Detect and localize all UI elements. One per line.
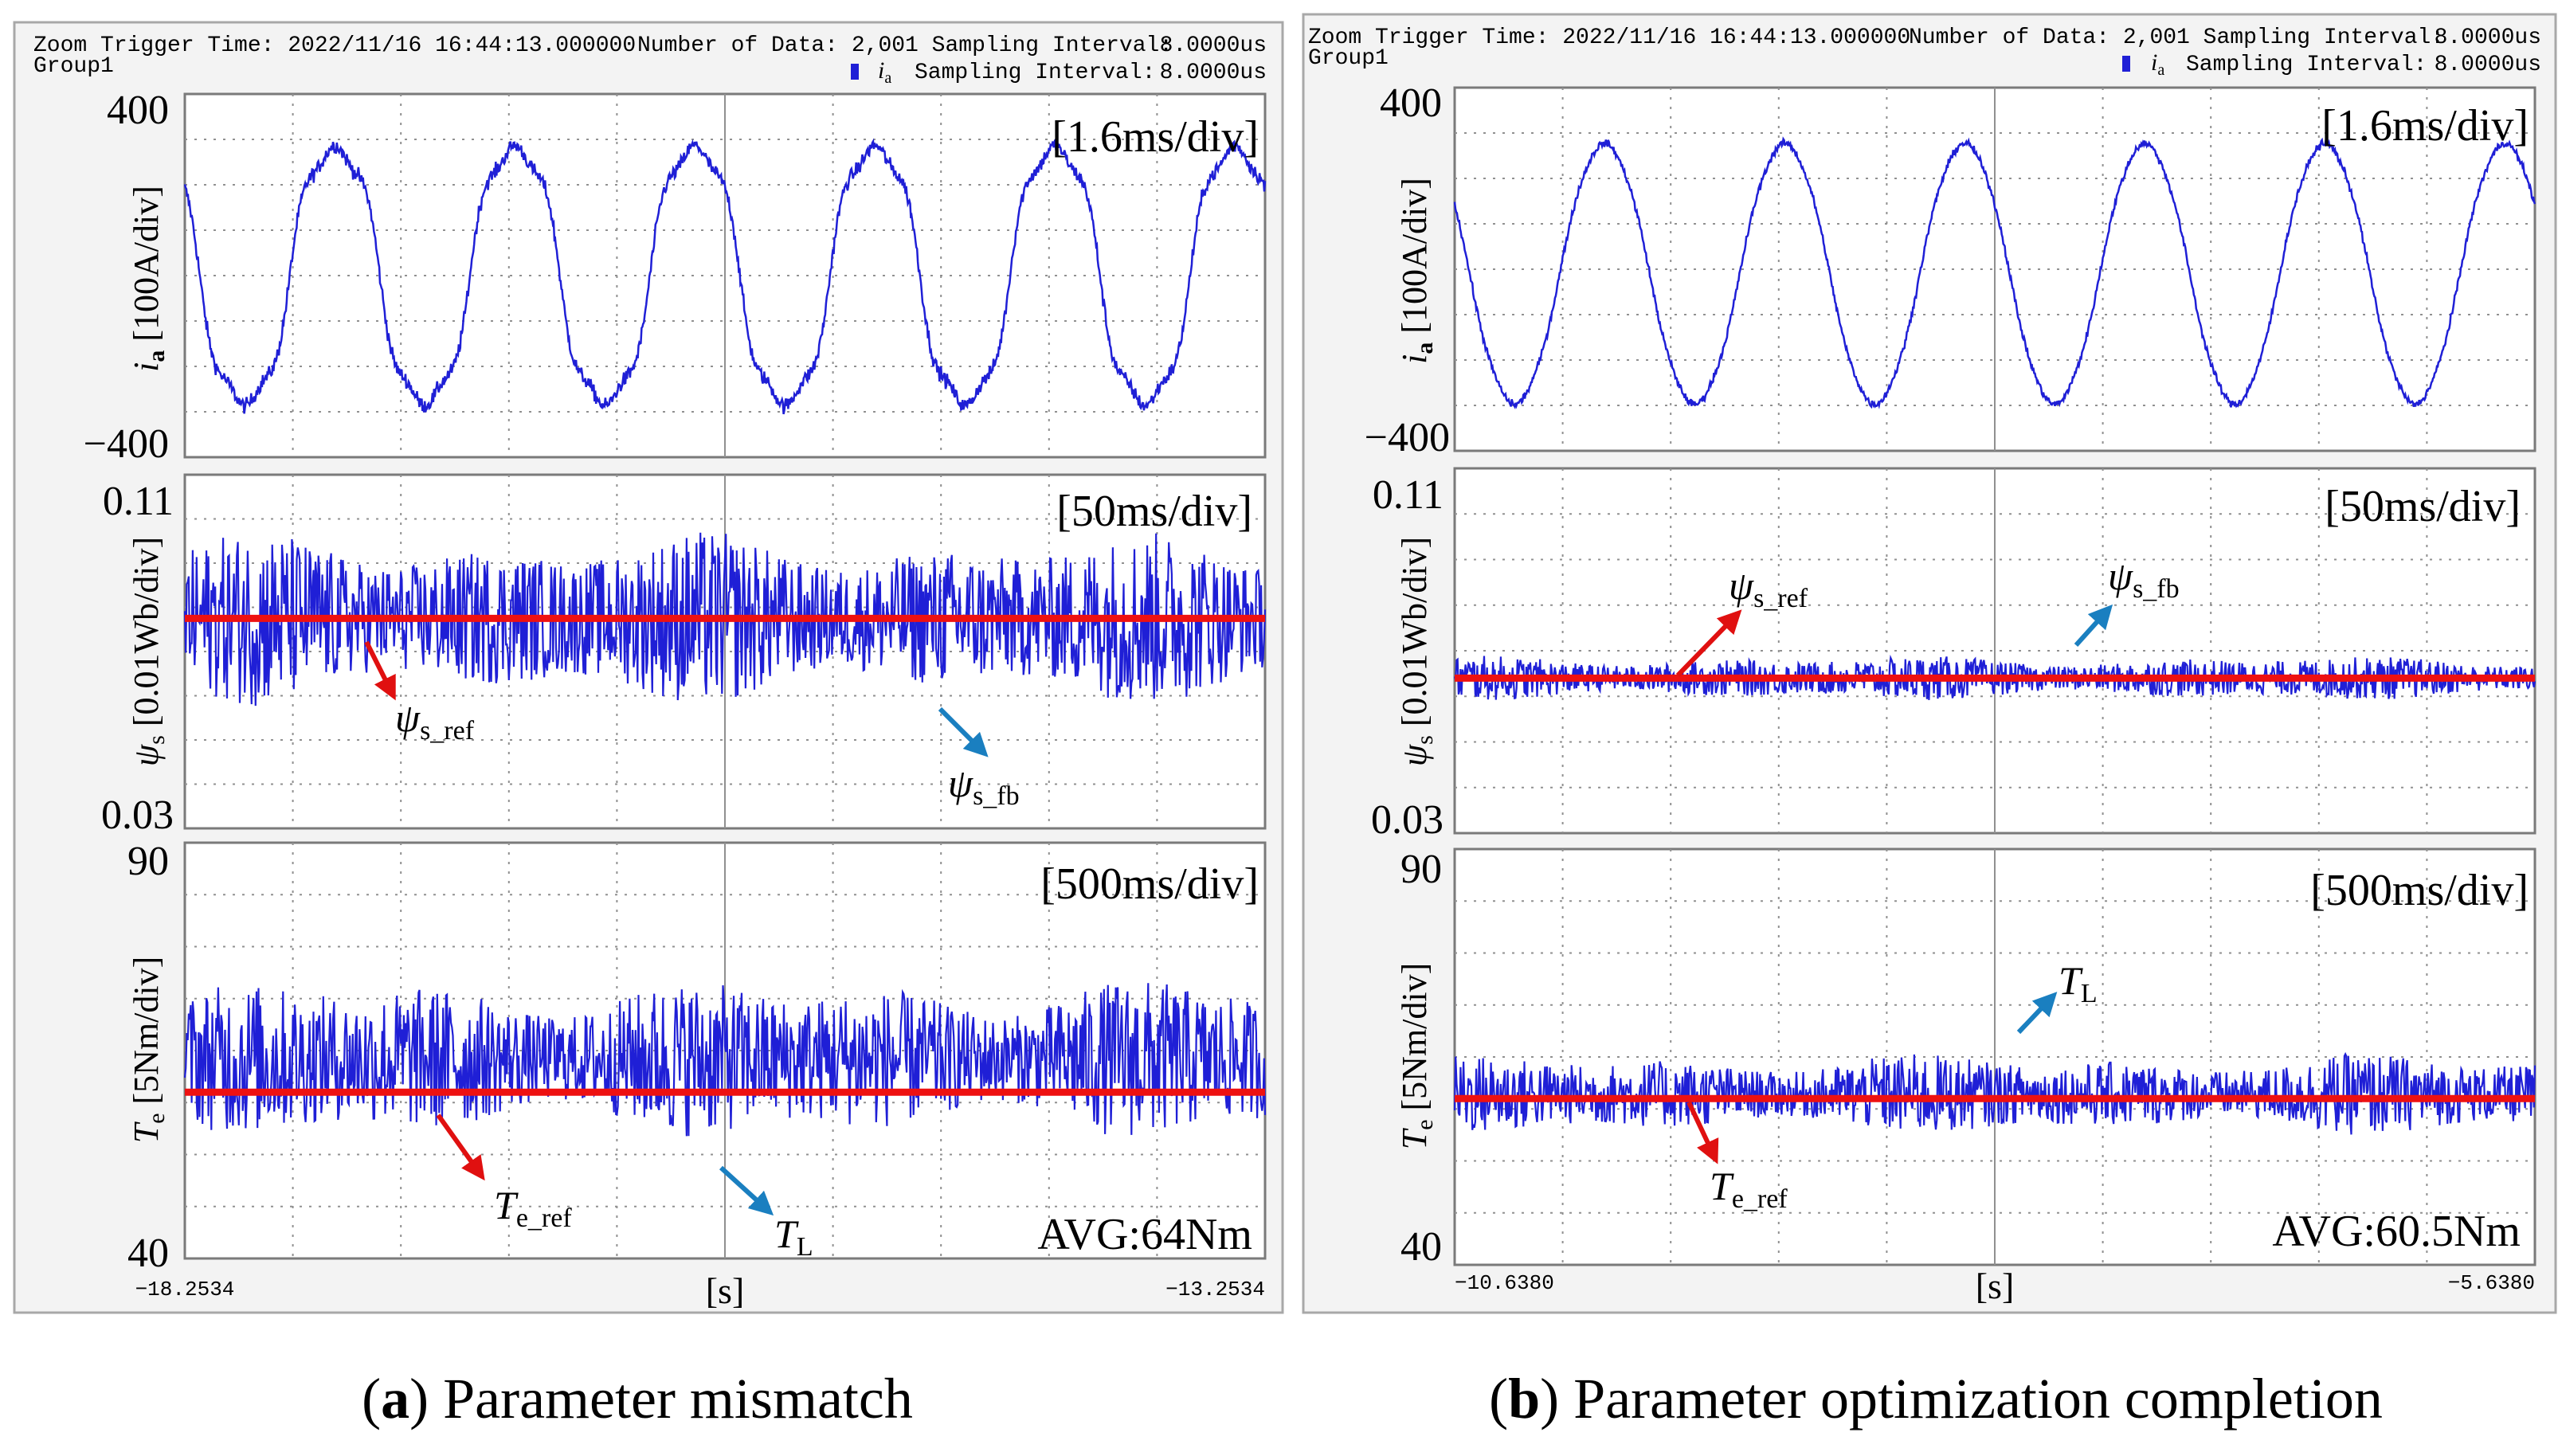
traces-torque-b	[1453, 1051, 2536, 1135]
caption-b: (b) Parameter optimization completion	[1489, 1367, 2383, 1431]
ytick-top-current-b: 400	[1380, 80, 1442, 126]
legend-swatch-b	[2122, 56, 2130, 72]
header-numdata-b: Number of Data: 2,001 Sampling Interval:	[1909, 25, 2444, 50]
avg-torque-a: AVG:64Nm	[1037, 1210, 1252, 1259]
ytick-bottom-flux-a: 0.03	[101, 793, 174, 838]
ytick-top-torque-a: 90	[127, 839, 169, 884]
annot-ref-flux-a: ψs_ref	[395, 695, 475, 746]
ytick-top-flux-b: 0.11	[1373, 472, 1444, 518]
traces-torque-a	[183, 983, 1267, 1137]
ylabel-flux-a: ψs [0.01Wb/div]	[127, 537, 170, 766]
arrow-ref-torque-b	[1686, 1101, 1719, 1164]
panel-current-b: 400 −400 ia [100A/div] [1.6ms/div]	[1365, 80, 2536, 460]
legend-swatch-a	[851, 64, 859, 80]
ytick-bottom-flux-b: 0.03	[1371, 797, 1444, 843]
legend-label-b: Sampling Interval:	[2186, 53, 2427, 77]
xlabel-a: [s]	[706, 1270, 745, 1311]
arrow-l-torque-b	[2016, 992, 2058, 1035]
header-numdata-a: Number of Data: 2,001 Sampling Interval:	[637, 33, 1173, 58]
header-trigger-b: Zoom Trigger Time: 2022/11/16 16:44:13.0…	[1308, 25, 1910, 50]
panel-torque-a: 90 40 Te [5Nm/div] [500ms/div] AVG:64Nm …	[127, 839, 1267, 1276]
grid-torque-b	[1455, 849, 2535, 1265]
panel-torque-b: 90 40 Te [5Nm/div] [500ms/div] AVG:60.5N…	[1395, 847, 2536, 1270]
ylabel-current-a: ia [100A/div]	[127, 186, 170, 372]
caption-a: (a) Parameter mismatch	[362, 1367, 913, 1431]
series-band-torque-a	[183, 983, 1267, 1137]
annot-fb-flux-b: ψs_fb	[2108, 554, 2180, 604]
traces-flux-b	[1453, 654, 2536, 700]
timebase-torque-b: [500ms/div]	[2310, 866, 2529, 915]
arrow-ref-flux-b	[1675, 609, 1742, 678]
timebase-flux-b: [50ms/div]	[2325, 482, 2521, 531]
arrow-l-torque-a	[719, 1165, 774, 1216]
header-interval-b: 8.0000us	[2435, 25, 2541, 50]
avg-torque-b: AVG:60.5Nm	[2272, 1207, 2521, 1256]
legend-interval-a: 8.0000us	[1160, 61, 1267, 85]
traces-current-b	[1453, 136, 2536, 409]
ylabel-torque-b: Te [5Nm/div]	[1395, 963, 1438, 1150]
timebase-current-a: [1.6ms/div]	[1052, 112, 1259, 162]
series-current-a	[183, 138, 1267, 415]
xtick-start-a: −18.2534	[135, 1278, 235, 1301]
ylabel-current-b: ia [100A/div]	[1395, 178, 1438, 364]
series-current-b	[1453, 136, 2536, 409]
xtick-start-b: −10.6380	[1455, 1271, 1554, 1295]
arrow-fb-flux-b	[2074, 604, 2113, 648]
legend-interval-b: 8.0000us	[2435, 53, 2541, 77]
annot-ref-flux-b: ψs_ref	[1729, 563, 1808, 613]
xtick-end-b: −5.6380	[2448, 1271, 2535, 1295]
ytick-top-flux-a: 0.11	[103, 479, 174, 524]
ylabel-torque-a: Te [5Nm/div]	[127, 957, 170, 1144]
ytick-bottom-current-b: −400	[1365, 415, 1450, 460]
annot-l-torque-a: TL	[774, 1211, 813, 1262]
xtick-end-a: −13.2534	[1165, 1278, 1265, 1301]
series-band-flux-a	[183, 532, 1267, 706]
header-group-a: Group1	[33, 54, 114, 79]
annot-ref-torque-b: Te_ref	[1710, 1164, 1788, 1214]
timebase-current-b: [1.6ms/div]	[2321, 101, 2529, 151]
timebase-torque-a: [500ms/div]	[1040, 859, 1259, 909]
ytick-top-current-a: 400	[107, 88, 169, 133]
traces-flux-a	[183, 532, 1267, 706]
ytick-top-torque-b: 90	[1400, 847, 1442, 892]
arrow-fb-flux-a	[938, 706, 989, 757]
timebase-flux-a: [50ms/div]	[1056, 487, 1252, 536]
subfigure-a: Zoom Trigger Time: 2022/11/16 16:44:13.0…	[13, 21, 1284, 1314]
panel-current-a: 400 −400 ia [100A/div] [1.6ms/div]	[84, 88, 1267, 467]
subfigure-b: Zoom Trigger Time: 2022/11/16 16:44:13.0…	[1302, 13, 2557, 1314]
ytick-bottom-torque-a: 40	[127, 1231, 169, 1276]
traces-current-a	[183, 138, 1267, 415]
ytick-bottom-current-a: −400	[84, 421, 169, 467]
arrow-ref-flux-a	[364, 640, 396, 701]
header-group-b: Group1	[1308, 46, 1389, 71]
header-interval-a: 8.0000us	[1160, 33, 1267, 58]
grid-current-b	[1455, 88, 2535, 451]
xlabel-b: [s]	[1976, 1266, 2015, 1306]
annot-ref-torque-a: Te_ref	[494, 1183, 572, 1233]
ylabel-flux-b: ψs [0.01Wb/div]	[1395, 537, 1438, 766]
annot-fb-flux-a: ψs_fb	[948, 761, 1020, 811]
ytick-bottom-torque-b: 40	[1400, 1224, 1442, 1270]
header-trigger-a: Zoom Trigger Time: 2022/11/16 16:44:13.0…	[33, 33, 636, 58]
series-band-torque-b	[1453, 1051, 2536, 1135]
annot-l-torque-b: TL	[2059, 958, 2098, 1008]
legend-label-a: Sampling Interval:	[915, 61, 1155, 85]
panel-flux-b: 0.11 0.03 ψs [0.01Wb/div] [50ms/div] ψs_…	[1371, 467, 2536, 843]
arrow-ref-torque-a	[436, 1114, 485, 1181]
panel-flux-a: 0.11 0.03 ψs [0.01Wb/div] [50ms/div] ψs_…	[101, 473, 1267, 838]
grid-flux-b	[1455, 468, 2535, 833]
